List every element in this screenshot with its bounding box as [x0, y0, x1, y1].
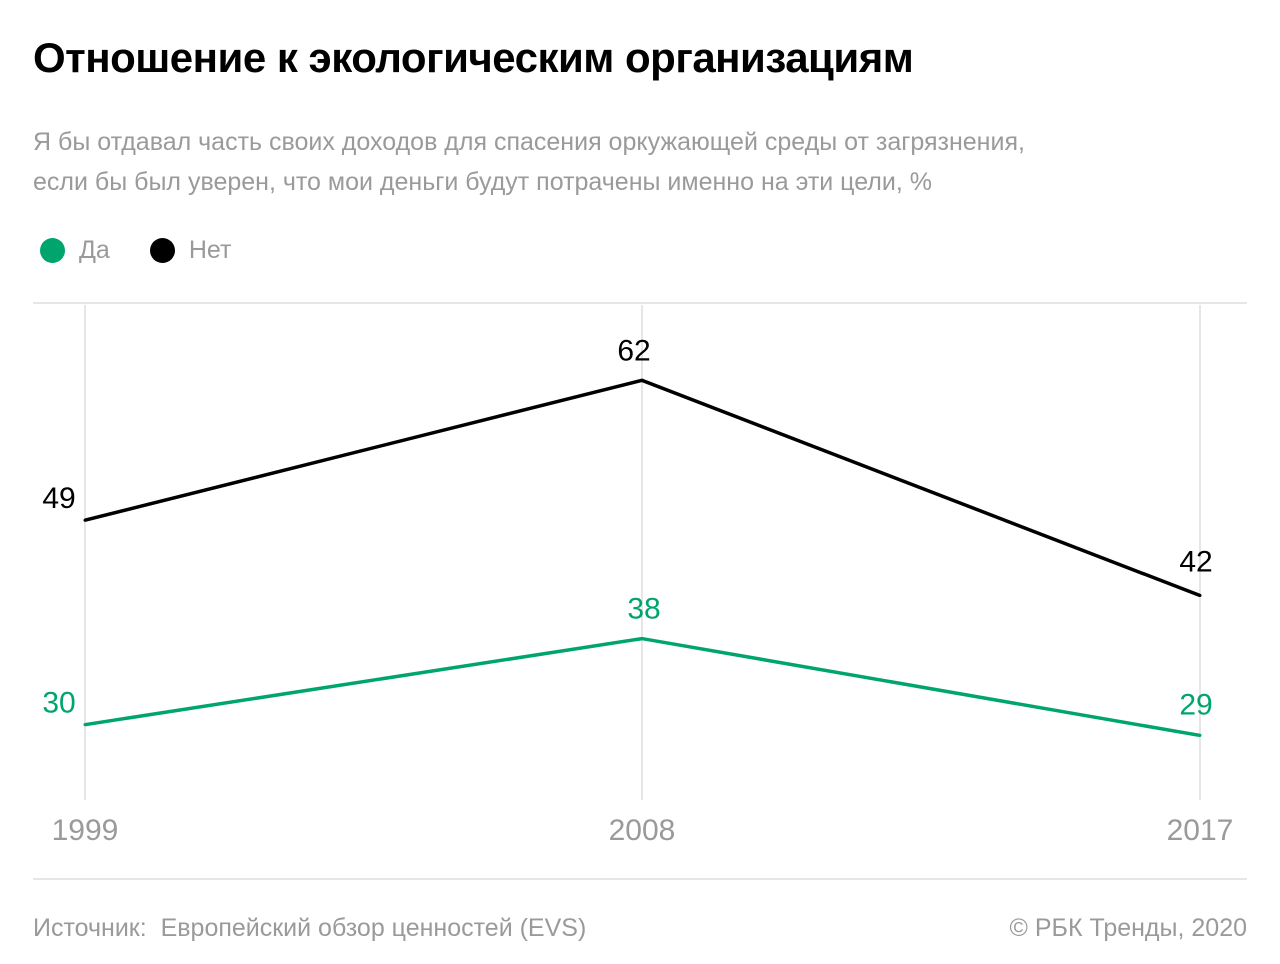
subtitle-line-2: если бы был уверен, что мои деньги будут…: [33, 168, 932, 196]
copyright: © РБК Тренды, 2020: [1009, 914, 1248, 942]
source-value: Европейский обзор ценностей (EVS): [160, 914, 587, 942]
legend-item-no: Нет: [149, 236, 232, 265]
data-label: 62: [617, 334, 650, 367]
data-label: 42: [1179, 546, 1212, 579]
x-tick-label: 2008: [609, 814, 676, 847]
data-point: [640, 378, 644, 382]
data-point: [1198, 733, 1202, 737]
legend-label-yes: Да: [79, 236, 110, 264]
legend-dot-no: [149, 238, 175, 263]
data-point: [640, 637, 644, 641]
legend-dot-yes: [40, 238, 65, 263]
data-point: [83, 518, 87, 522]
legend-label-no: Нет: [188, 236, 232, 264]
chart-title: Отношение к экологическим организациям: [33, 34, 914, 81]
subtitle-line-1: Я бы отдавал часть своих доходов для спа…: [33, 128, 1025, 156]
data-label: 38: [627, 593, 660, 626]
data-label: 30: [42, 687, 75, 720]
data-label: 29: [1179, 688, 1212, 721]
x-tick-label: 2017: [1167, 814, 1234, 847]
legend: Да Нет: [40, 236, 231, 265]
source-label: Источник:: [33, 914, 147, 942]
data-point: [83, 723, 87, 727]
data-point: [1198, 594, 1202, 598]
data-label: 49: [42, 482, 75, 515]
legend-item-yes: Да: [40, 236, 110, 265]
chart-subtitle: Я бы отдавал часть своих доходов для спа…: [33, 122, 1243, 202]
x-tick-label: 1999: [52, 814, 119, 847]
source: Источник: Европейский обзор ценностей (E…: [33, 914, 586, 943]
